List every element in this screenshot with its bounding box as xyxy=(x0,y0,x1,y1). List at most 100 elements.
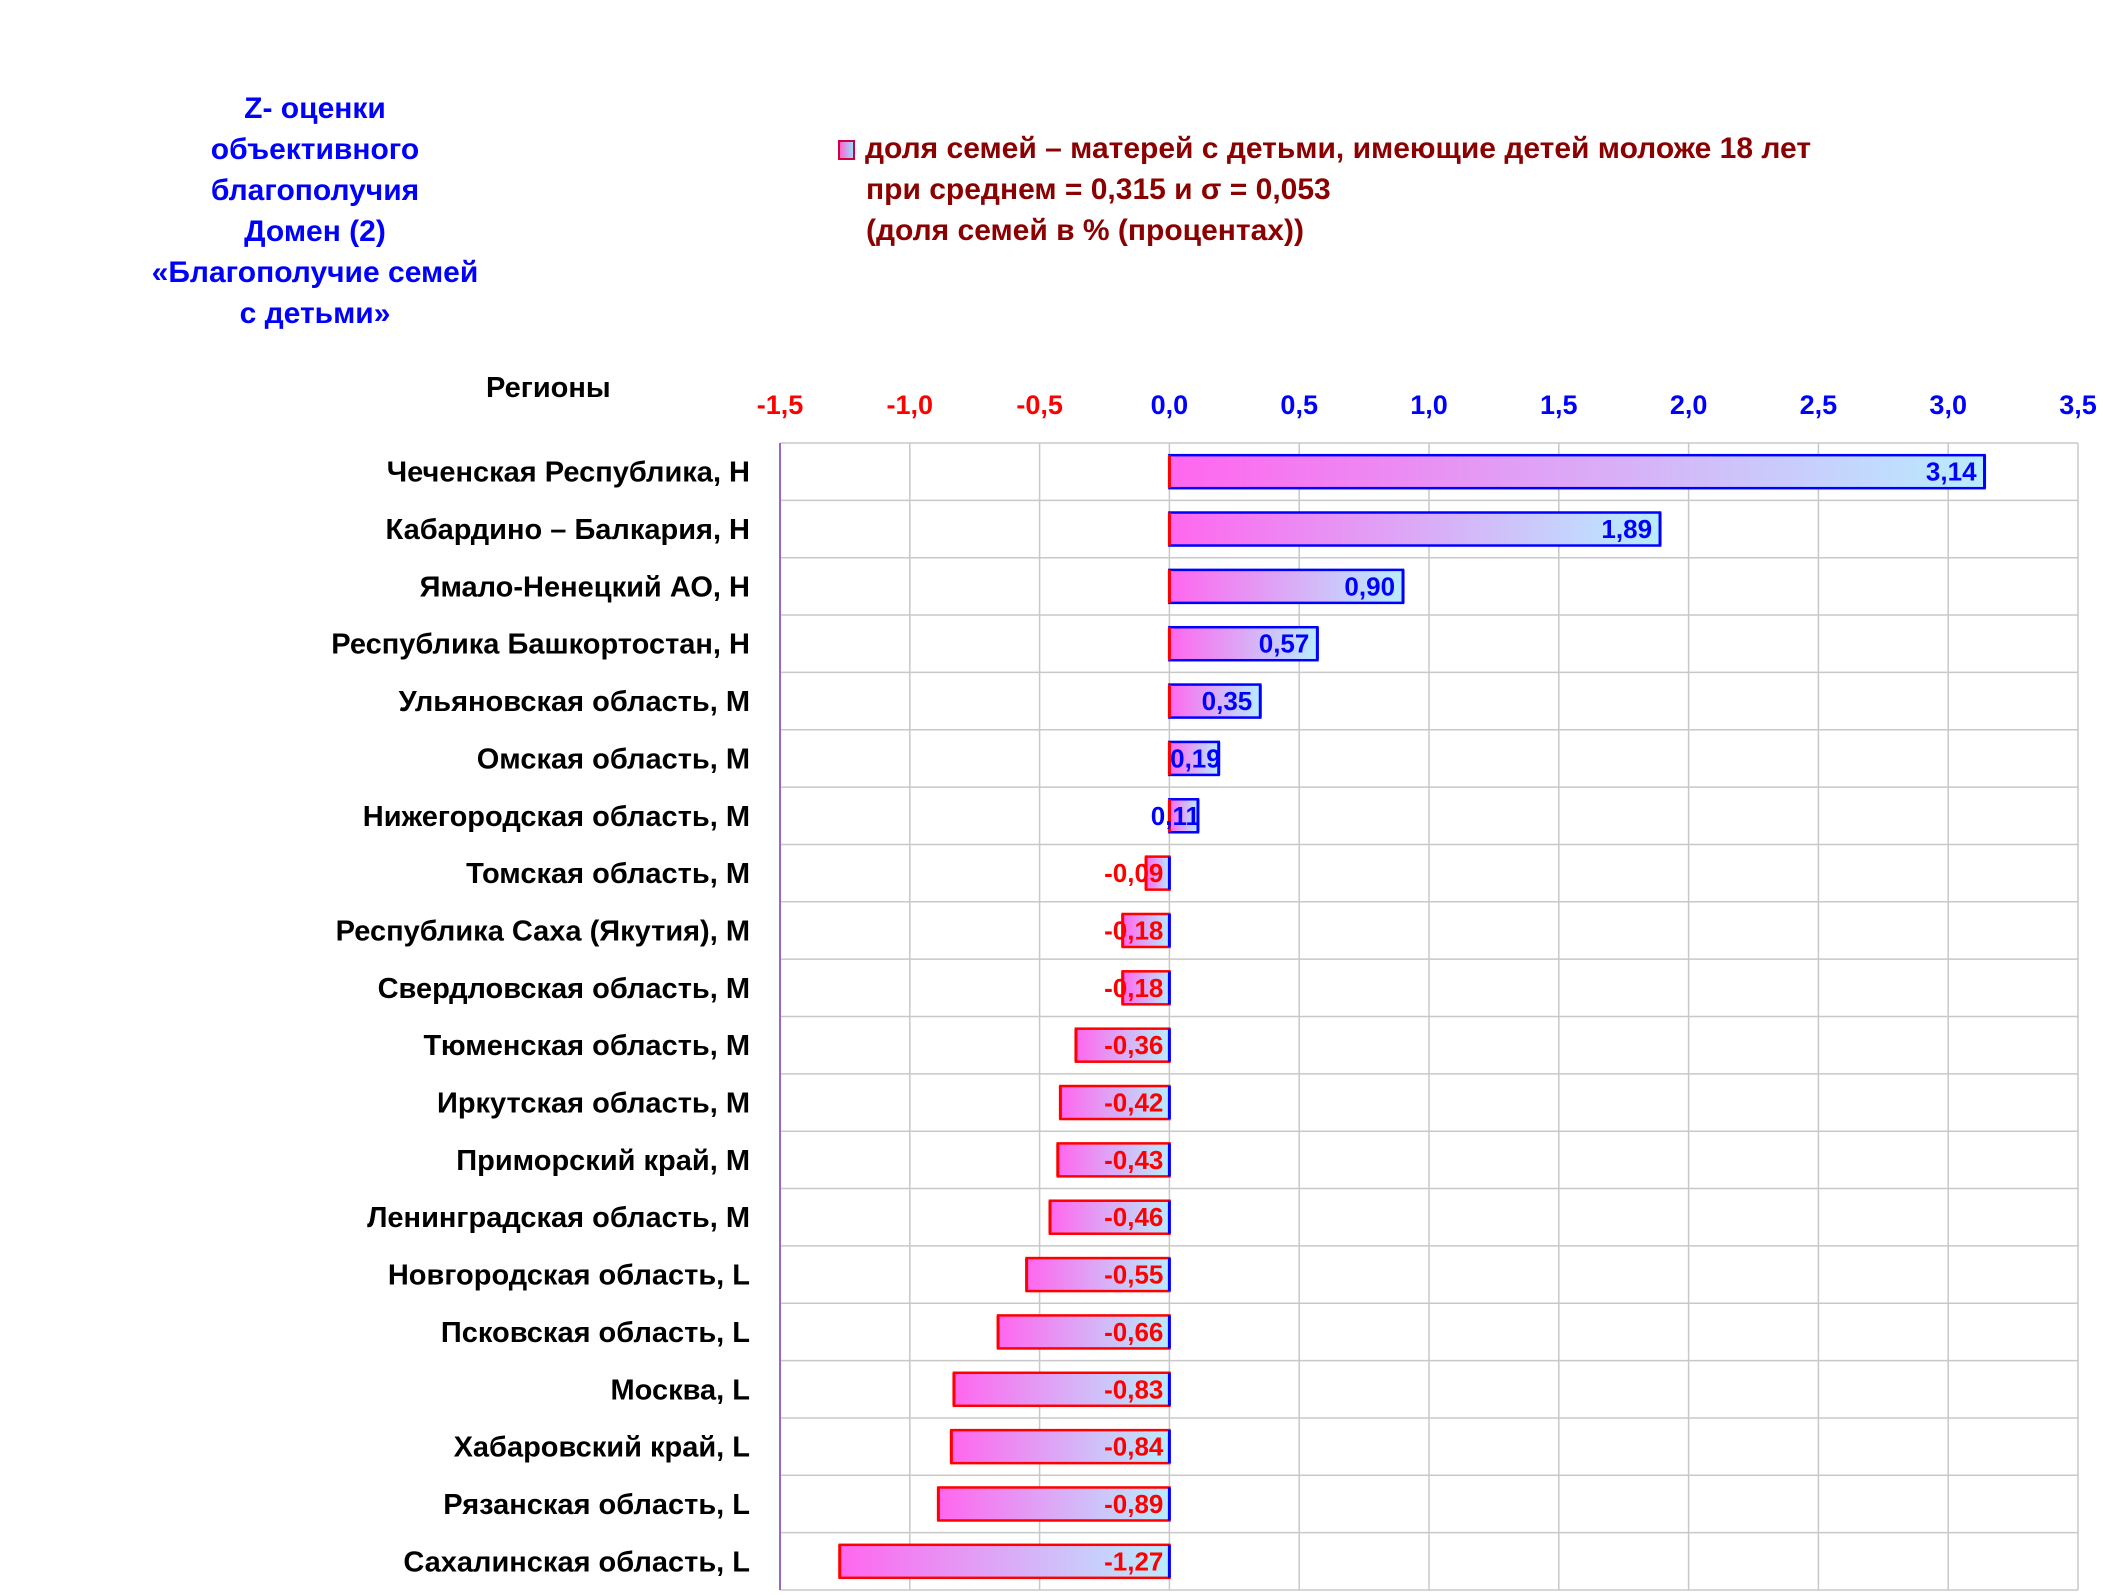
category-label: Рязанская область, L xyxy=(443,1489,750,1521)
legend-line-1: доля семей – матерей с детьми, имеющие д… xyxy=(865,132,1812,165)
bar-group xyxy=(1167,683,1262,719)
category-label: Тюменская область, M xyxy=(424,1030,750,1062)
category-label: Ульяновская область, M xyxy=(399,686,750,718)
category-label: Хабаровский край, L xyxy=(454,1432,750,1464)
value-label: -0,84 xyxy=(1104,1432,1164,1462)
grid xyxy=(779,442,2079,1591)
bar xyxy=(953,1372,1170,1406)
title-line: благополучия xyxy=(210,174,420,207)
category-labels: Чеченская Республика, H Кабардино – Балка… xyxy=(331,457,750,1579)
category-label: Ямало-Ненецкий АО, H xyxy=(420,571,750,603)
bar xyxy=(1075,1028,1170,1062)
x-tick-label: 2,0 xyxy=(1670,390,1708,420)
bar xyxy=(1169,627,1318,661)
value-label: 0,19 xyxy=(1170,743,1221,773)
bar-group xyxy=(1121,912,1171,949)
value-label: -0,18 xyxy=(1104,973,1163,1003)
legend-entry: доля семей – матерей с детьми, имеющие д… xyxy=(838,128,1811,169)
title-line: с детьми» xyxy=(239,297,391,330)
bar xyxy=(1057,1143,1170,1177)
bar-group xyxy=(1058,1084,1171,1121)
x-tick-label: -1,5 xyxy=(757,390,804,420)
bar xyxy=(1026,1258,1170,1292)
legend-line-2: при среднем = 0,315 и σ = 0,053 xyxy=(866,173,1331,206)
bar-group xyxy=(838,1543,1171,1580)
legend-line-3: (доля семей в % (процентах)) xyxy=(866,214,1304,247)
bar xyxy=(951,1430,1170,1464)
value-label: 0,90 xyxy=(1344,571,1395,601)
value-labels: 3,14 1,89 0,90 0,570,35 0,19 0,11 -0,09 -0,18 -0… xyxy=(1104,457,1977,1577)
value-label: 0,57 xyxy=(1259,629,1310,659)
value-label: 3,14 xyxy=(1926,457,1977,487)
category-label: Иркутская область, M xyxy=(437,1088,750,1120)
bar-group xyxy=(1074,1027,1171,1063)
bar-group xyxy=(1144,855,1171,891)
chart-title: Z- оценки объективного благополучия Доме… xyxy=(120,88,510,334)
value-label: -0,43 xyxy=(1104,1145,1163,1175)
category-label: Кабардино – Балкария, H xyxy=(386,514,750,546)
bar-group xyxy=(1056,1142,1171,1178)
category-label: Томская область, M xyxy=(466,858,750,890)
bar-group xyxy=(949,1428,1171,1465)
bar-group xyxy=(1167,798,1200,834)
bar-group xyxy=(936,1486,1171,1522)
bar xyxy=(1122,913,1170,947)
bar-group xyxy=(1167,568,1405,605)
bar xyxy=(1169,455,1985,489)
bar-group xyxy=(1167,453,1987,490)
bar xyxy=(998,1315,1170,1349)
value-label: -0,46 xyxy=(1104,1202,1163,1232)
category-label: Сахалинская область, L xyxy=(403,1546,750,1578)
x-tick-label: -1,0 xyxy=(887,390,934,420)
category-label: Новгородская область, L xyxy=(388,1260,750,1292)
regions-header: Регионы xyxy=(486,372,611,404)
value-label: -0,09 xyxy=(1104,858,1163,888)
x-tick-label: 1,5 xyxy=(1540,390,1578,420)
bar-group xyxy=(996,1314,1171,1350)
value-label: -0,18 xyxy=(1104,915,1163,945)
value-label: -0,42 xyxy=(1104,1088,1163,1118)
bar xyxy=(1169,684,1261,718)
x-tick-label: 2,5 xyxy=(1800,390,1838,420)
category-label: Ленинградская область, M xyxy=(367,1202,750,1234)
category-label: Нижегородская область, M xyxy=(363,801,750,833)
bar-group xyxy=(1167,625,1319,662)
value-label: 0,11 xyxy=(1151,801,1200,831)
x-tick-label: 1,0 xyxy=(1410,390,1448,420)
bar xyxy=(1169,569,1404,603)
bar-group xyxy=(1048,1199,1171,1235)
category-label: Приморский край, M xyxy=(456,1145,750,1177)
category-label: Омская область, M xyxy=(477,743,750,775)
x-tick-label: 0,0 xyxy=(1151,390,1189,420)
value-label: -0,89 xyxy=(1104,1489,1163,1519)
x-tick-label: 3,0 xyxy=(1929,390,1967,420)
x-tick-label: -0,5 xyxy=(1016,390,1063,420)
value-label: 0,35 xyxy=(1202,686,1253,716)
bars xyxy=(838,453,1987,1580)
x-tick-label: 0,5 xyxy=(1280,390,1318,420)
category-label: Чеченская Республика, H xyxy=(387,457,750,489)
bar-group xyxy=(1167,511,1662,547)
value-label: -0,55 xyxy=(1104,1260,1163,1290)
value-label: -0,66 xyxy=(1104,1317,1163,1347)
category-label: Республика Саха (Якутия), M xyxy=(336,915,750,947)
bar xyxy=(1169,799,1198,833)
category-label: Свердловская область, M xyxy=(378,973,750,1005)
bar xyxy=(1122,971,1170,1005)
bar xyxy=(1060,1086,1170,1120)
title-line: Z- оценки xyxy=(244,92,386,125)
value-label: -0,83 xyxy=(1104,1374,1163,1404)
bar-group xyxy=(952,1371,1171,1408)
x-axis-ticks: -1,5 -1,0 -0,5 0,0 0,5 1,0 1,5 2,0 2,5 3,0 3,5 xyxy=(757,390,2097,420)
bar xyxy=(839,1544,1170,1578)
category-label: Республика Башкортостан, H xyxy=(331,629,750,661)
bar-group xyxy=(1121,970,1171,1006)
legend-swatch xyxy=(838,140,855,160)
value-label: -0,36 xyxy=(1104,1030,1163,1060)
bar xyxy=(1146,856,1170,890)
category-label: Псковская область, L xyxy=(441,1317,750,1349)
bar-group xyxy=(1167,740,1221,777)
legend: доля семей – матерей с детьми, имеющие д… xyxy=(838,128,1811,251)
value-label: -1,27 xyxy=(1104,1546,1163,1576)
bar xyxy=(1169,512,1661,546)
